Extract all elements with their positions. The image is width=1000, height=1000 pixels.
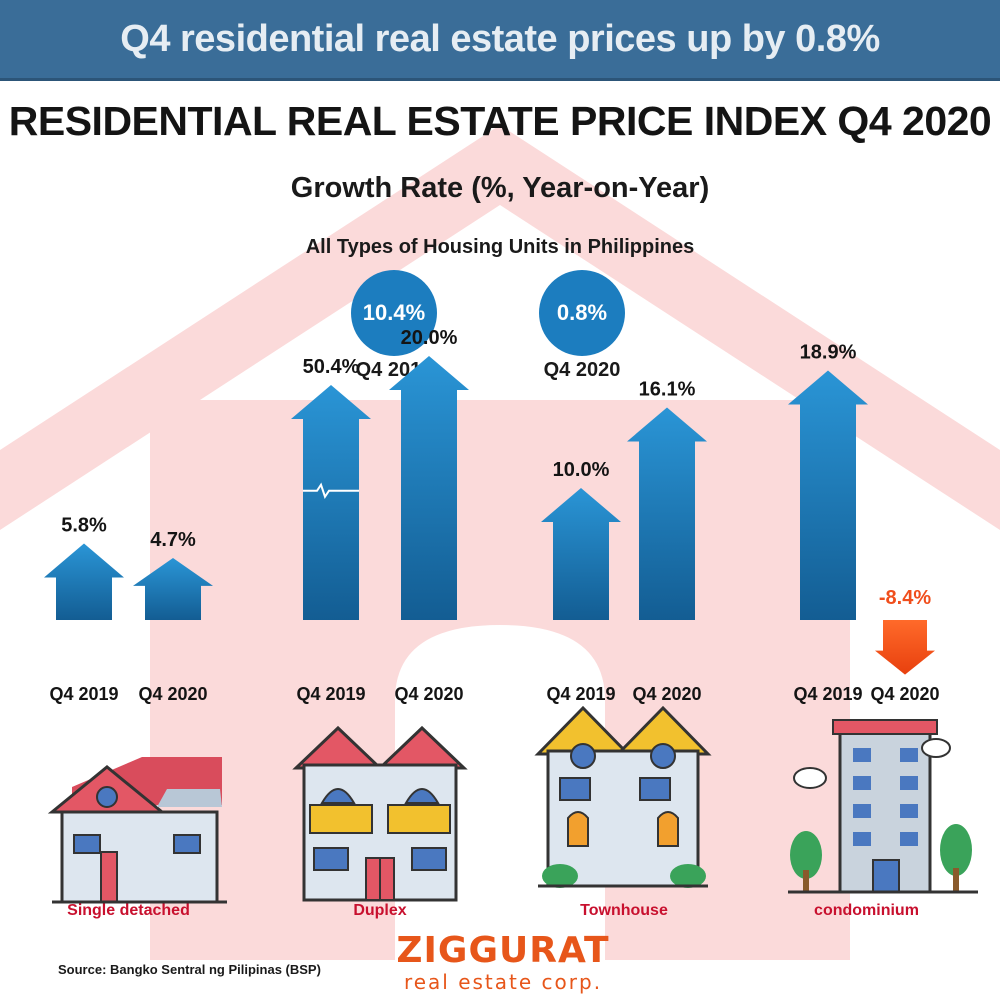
period-label-1-1: Q4 2020 <box>394 684 463 704</box>
townhouse-icon <box>534 705 712 888</box>
category-label-3: condominium <box>814 902 919 919</box>
overall-2020-bubble: 0.8% <box>539 270 625 356</box>
duplex-house-icon <box>292 725 468 902</box>
period-label-2-1: Q4 2020 <box>632 684 701 704</box>
arrow-duplex-q4-2019 <box>291 385 371 620</box>
value-label-1-1: 20.0% <box>401 327 458 349</box>
value-label-1-0: 50.4% <box>303 356 360 378</box>
arrow-single-detached-q4-2019 <box>44 543 124 620</box>
arrow-townhouse-q4-2019 <box>541 488 621 620</box>
value-label-0-0: 5.8% <box>61 514 107 536</box>
value-label-2-0: 10.0% <box>553 459 610 481</box>
top-banner: Q4 residential real estate prices up by … <box>0 0 1000 81</box>
chart-subtitle: Growth Rate (%, Year-on-Year) <box>290 172 710 204</box>
arrow-townhouse-q4-2020 <box>627 407 707 620</box>
period-label-0-0: Q4 2019 <box>49 684 118 704</box>
category-label-1: Duplex <box>353 902 406 919</box>
logo-sub-text: real estate corp. <box>403 970 603 994</box>
overall-2019-bubble: 10.4% <box>351 270 437 356</box>
overall-2020-label: Q4 2020 <box>543 359 621 381</box>
value-label-3-0: 18.9% <box>800 342 857 364</box>
logo-main-text: ZIGGURAT <box>396 930 610 971</box>
arrow-condominium-q4-2020 <box>875 620 935 675</box>
category-label-2: Townhouse <box>580 902 668 919</box>
arrow-single-detached-q4-2020 <box>133 557 213 620</box>
source-note: Source: Bangko Sentral ng Pilipinas (BSP… <box>58 962 321 977</box>
page-title: RESIDENTIAL REAL ESTATE PRICE INDEX Q4 2… <box>8 98 992 144</box>
axis-break-mark <box>303 482 359 500</box>
arrow-condominium-q4-2019 <box>788 370 868 620</box>
period-label-3-1: Q4 2020 <box>870 684 939 704</box>
period-label-1-0: Q4 2019 <box>296 684 365 704</box>
arrow-duplex-q4-2020 <box>389 356 469 620</box>
banner-headline: Q4 residential real estate prices up by … <box>120 17 880 60</box>
value-label-0-1: 4.7% <box>150 529 196 551</box>
value-label-3-1: -8.4% <box>879 587 931 609</box>
period-label-3-0: Q4 2019 <box>793 684 862 704</box>
condominium-building-icon <box>788 719 978 894</box>
period-label-0-1: Q4 2020 <box>138 684 207 704</box>
overall-label: All Types of Housing Units in Philippine… <box>305 236 695 258</box>
single-detached-house-icon <box>47 757 227 904</box>
period-label-2-0: Q4 2019 <box>546 684 615 704</box>
category-label-0: Single detached <box>67 902 190 919</box>
company-logo: ZIGGURAT real estate corp. <box>393 930 613 994</box>
value-label-2-1: 16.1% <box>639 378 696 400</box>
